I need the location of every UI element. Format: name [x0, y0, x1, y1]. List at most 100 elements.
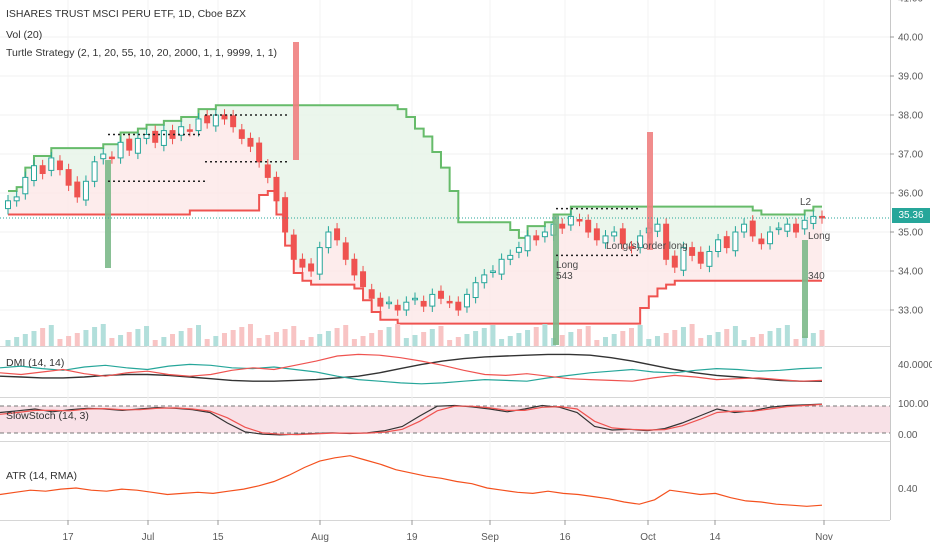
- candle-body: [611, 231, 618, 237]
- candle-body: [775, 227, 782, 231]
- candle-body: [152, 130, 159, 143]
- long-signal-value: 543: [556, 271, 573, 282]
- candle-body: [325, 231, 332, 249]
- candle-body: [143, 134, 150, 139]
- volume-bar: [144, 326, 150, 346]
- time-axis-label: Jul: [142, 532, 155, 543]
- candle-body: [65, 169, 72, 186]
- candle-body: [567, 215, 574, 226]
- candle-body: [160, 130, 167, 146]
- volume-bar: [421, 332, 427, 346]
- candle-body: [801, 219, 808, 230]
- candle-body: [533, 235, 540, 241]
- candle-body: [204, 115, 211, 124]
- time-axis-label: Oct: [640, 532, 656, 543]
- volume-bar: [31, 331, 37, 346]
- upper-channel-line: [8, 104, 822, 239]
- atr-pane-title: ATR (14, RMA): [6, 470, 77, 482]
- candle-body: [169, 130, 176, 139]
- time-axis-label: 14: [709, 532, 721, 543]
- volume-bar: [481, 328, 487, 346]
- candle-body: [342, 242, 349, 260]
- candle-body: [308, 263, 315, 272]
- strategy-legend: Turtle Strategy (2, 1, 20, 55, 10, 20, 2…: [6, 47, 278, 59]
- price-axis-label: 35.00: [898, 228, 923, 239]
- volume-bar: [594, 340, 600, 346]
- volume-bar: [256, 338, 262, 346]
- volume-bar: [334, 328, 340, 346]
- candle-body: [437, 290, 444, 299]
- candle-body: [282, 197, 289, 233]
- volume-bar: [282, 329, 288, 346]
- candle-body: [91, 161, 98, 182]
- volume-bar: [170, 334, 176, 346]
- volume-bar: [317, 334, 323, 346]
- volume-bar: [542, 324, 548, 346]
- candle-body: [247, 137, 254, 147]
- volume-bar: [14, 337, 20, 346]
- candle-body: [212, 114, 219, 127]
- candle-body: [178, 126, 185, 136]
- candle-body: [706, 251, 713, 267]
- candle-body: [619, 228, 626, 245]
- volume-bar: [126, 332, 132, 346]
- candle-body: [360, 271, 367, 288]
- volume-bar: [22, 334, 28, 346]
- volume-bar: [57, 339, 63, 346]
- candle-body: [403, 301, 410, 311]
- candle-body: [386, 301, 393, 305]
- candle-body: [30, 165, 37, 182]
- candle-body: [481, 274, 488, 284]
- volume-bar: [100, 324, 106, 346]
- volume-bar: [490, 325, 496, 346]
- price-axis-label: 38.00: [898, 111, 923, 122]
- volume-bar: [92, 327, 98, 346]
- candle-body: [697, 251, 704, 264]
- volume-bar: [637, 325, 643, 346]
- stoch-band: [0, 406, 890, 433]
- candle-body: [784, 223, 791, 232]
- volume-bar: [412, 335, 418, 346]
- candle-body: [628, 246, 635, 249]
- volume-bar: [525, 330, 531, 346]
- volume-bar: [585, 326, 591, 346]
- candle-body: [238, 129, 245, 139]
- volume-bar: [299, 340, 305, 346]
- volume-bar: [611, 334, 617, 346]
- volume-bar: [603, 337, 609, 346]
- volume-bar: [663, 333, 669, 346]
- indicator-line: [0, 403, 823, 436]
- time-axis-label: 17: [62, 532, 74, 543]
- price-axis-label: 40.00: [898, 33, 923, 44]
- price-axis-label: 39.00: [898, 72, 923, 83]
- last-price-badge: 35.36: [892, 208, 930, 223]
- time-axis-label: 19: [406, 532, 418, 543]
- lower-channel-line: [8, 190, 822, 325]
- volume-bar: [5, 340, 11, 346]
- long-signal-value-2: 340: [808, 271, 825, 282]
- candle-body: [654, 223, 661, 232]
- candle-body: [723, 236, 730, 249]
- price-axis-label: 41.00: [898, 0, 923, 5]
- volume-bar: [83, 330, 89, 346]
- candle-body: [82, 180, 89, 201]
- volume-bar: [758, 334, 764, 346]
- candle-body: [420, 300, 427, 307]
- candle-body: [446, 300, 453, 304]
- candle-body: [22, 176, 29, 195]
- volume-bar: [377, 330, 383, 346]
- candle-body: [273, 176, 280, 202]
- volume-bar: [196, 325, 202, 346]
- volume-bar: [204, 339, 210, 346]
- candle-body: [663, 223, 670, 260]
- volume-bar: [750, 337, 756, 346]
- long-entry-arrow: [105, 160, 111, 268]
- volume-bar: [343, 325, 349, 346]
- volume-bar: [152, 340, 158, 346]
- volume-bar: [802, 336, 808, 346]
- volume-bar: [499, 339, 505, 346]
- volume-bar: [213, 336, 219, 346]
- symbol-title: ISHARES TRUST MSCI PERU ETF, 1D, Cboe BZ…: [6, 8, 247, 20]
- candle-body: [758, 238, 765, 245]
